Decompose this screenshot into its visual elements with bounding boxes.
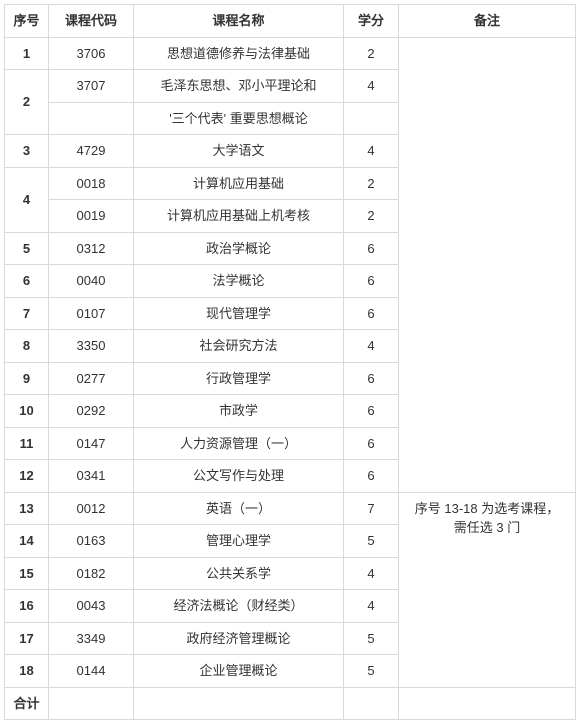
note-line2: 需任选 3 门 (403, 518, 571, 538)
cell-seq: 13 (5, 492, 49, 525)
cell-code: 0292 (49, 395, 134, 428)
cell-seq: 18 (5, 655, 49, 688)
cell-code: 0277 (49, 362, 134, 395)
cell-code: 4729 (49, 135, 134, 168)
cell-credit: 4 (344, 590, 399, 623)
cell-name: 市政学 (134, 395, 344, 428)
cell-code: 0043 (49, 590, 134, 623)
header-seq: 序号 (5, 5, 49, 38)
cell-code: 0107 (49, 297, 134, 330)
cell-seq: 15 (5, 557, 49, 590)
cell-seq: 14 (5, 525, 49, 558)
table-row: 13706思想道德修养与法律基础2 (5, 37, 576, 70)
cell-name: '三个代表' 重要思想概论 (134, 102, 344, 135)
cell-credit: 6 (344, 362, 399, 395)
cell-credit: 6 (344, 460, 399, 493)
footer-blank (344, 687, 399, 720)
cell-seq: 16 (5, 590, 49, 623)
cell-name: 人力资源管理（一） (134, 427, 344, 460)
cell-name: 法学概论 (134, 265, 344, 298)
cell-name: 经济法概论（财经类） (134, 590, 344, 623)
cell-seq: 4 (5, 167, 49, 232)
cell-name: 政治学概论 (134, 232, 344, 265)
cell-seq: 12 (5, 460, 49, 493)
cell-code: 3349 (49, 622, 134, 655)
cell-code: 0147 (49, 427, 134, 460)
cell-credit: 4 (344, 135, 399, 168)
cell-seq: 8 (5, 330, 49, 363)
cell-credit: 6 (344, 395, 399, 428)
cell-credit: 4 (344, 557, 399, 590)
cell-credit: 2 (344, 37, 399, 70)
cell-credit: 5 (344, 655, 399, 688)
header-name: 课程名称 (134, 5, 344, 38)
cell-name: 管理心理学 (134, 525, 344, 558)
cell-name: 社会研究方法 (134, 330, 344, 363)
cell-name: 公文写作与处理 (134, 460, 344, 493)
cell-code: 0144 (49, 655, 134, 688)
cell-code: 0182 (49, 557, 134, 590)
cell-name: 思想道德修养与法律基础 (134, 37, 344, 70)
cell-credit: 5 (344, 622, 399, 655)
cell-credit: 5 (344, 525, 399, 558)
cell-code: 0019 (49, 200, 134, 233)
footer-blank (134, 687, 344, 720)
cell-name: 现代管理学 (134, 297, 344, 330)
cell-name: 计算机应用基础上机考核 (134, 200, 344, 233)
cell-credit: 4 (344, 330, 399, 363)
cell-seq: 9 (5, 362, 49, 395)
cell-note-blank (399, 37, 576, 492)
cell-credit: 6 (344, 232, 399, 265)
cell-credit: 7 (344, 492, 399, 525)
cell-credit: 6 (344, 427, 399, 460)
cell-seq: 11 (5, 427, 49, 460)
header-note: 备注 (399, 5, 576, 38)
table-row: 130012英语（一）7序号 13-18 为选考课程，需任选 3 门 (5, 492, 576, 525)
cell-code: 0018 (49, 167, 134, 200)
cell-credit: 4 (344, 70, 399, 103)
cell-name: 计算机应用基础 (134, 167, 344, 200)
cell-credit: 2 (344, 167, 399, 200)
table-body: 13706思想道德修养与法律基础223707毛泽东思想、邓小平理论和4'三个代表… (5, 37, 576, 720)
header-code: 课程代码 (49, 5, 134, 38)
cell-code: 3350 (49, 330, 134, 363)
cell-credit: 2 (344, 200, 399, 233)
cell-seq: 3 (5, 135, 49, 168)
cell-name: 英语（一） (134, 492, 344, 525)
cell-code (49, 102, 134, 135)
cell-code: 3706 (49, 37, 134, 70)
cell-name: 毛泽东思想、邓小平理论和 (134, 70, 344, 103)
cell-name: 公共关系学 (134, 557, 344, 590)
table-header-row: 序号 课程代码 课程名称 学分 备注 (5, 5, 576, 38)
cell-credit (344, 102, 399, 135)
cell-name: 企业管理概论 (134, 655, 344, 688)
header-credit: 学分 (344, 5, 399, 38)
cell-code: 0163 (49, 525, 134, 558)
cell-seq: 7 (5, 297, 49, 330)
cell-credit: 6 (344, 265, 399, 298)
cell-name: 行政管理学 (134, 362, 344, 395)
course-table: 序号 课程代码 课程名称 学分 备注 13706思想道德修养与法律基础22370… (4, 4, 576, 720)
cell-code: 0312 (49, 232, 134, 265)
cell-seq: 5 (5, 232, 49, 265)
note-line1: 序号 13-18 为选考课程， (403, 499, 571, 519)
cell-seq: 17 (5, 622, 49, 655)
cell-note-elective: 序号 13-18 为选考课程，需任选 3 门 (399, 492, 576, 687)
cell-name: 政府经济管理概论 (134, 622, 344, 655)
cell-code: 0040 (49, 265, 134, 298)
cell-code: 0341 (49, 460, 134, 493)
footer-blank (399, 687, 576, 720)
cell-name: 大学语文 (134, 135, 344, 168)
cell-seq: 2 (5, 70, 49, 135)
cell-seq: 1 (5, 37, 49, 70)
footer-blank (49, 687, 134, 720)
footer-label: 合计 (5, 687, 49, 720)
cell-seq: 10 (5, 395, 49, 428)
cell-seq: 6 (5, 265, 49, 298)
table-footer-row: 合计 (5, 687, 576, 720)
cell-credit: 6 (344, 297, 399, 330)
cell-code: 0012 (49, 492, 134, 525)
cell-code: 3707 (49, 70, 134, 103)
